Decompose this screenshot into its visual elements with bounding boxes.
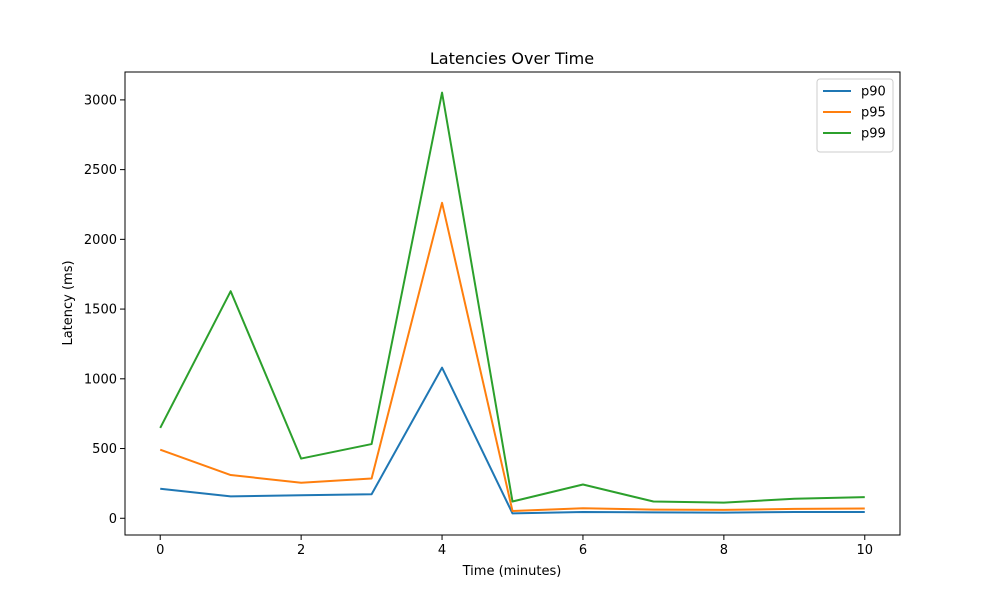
chart-title: Latencies Over Time <box>430 49 594 68</box>
x-axis-label: Time (minutes) <box>462 564 562 579</box>
x-axis-ticks: 0 2 4 6 8 10 <box>156 535 873 558</box>
y-tick-label: 2500 <box>84 163 117 178</box>
y-axis-ticks: 0 500 1000 1500 2000 2500 3000 <box>84 93 125 527</box>
x-tick-label: 6 <box>579 543 587 558</box>
x-tick-label: 0 <box>156 543 164 558</box>
plot-frame <box>124 71 901 536</box>
series-line-p99 <box>159 91 865 504</box>
y-tick-label: 0 <box>109 512 117 527</box>
y-tick-label: 500 <box>92 442 117 457</box>
series-lines <box>159 91 865 515</box>
y-tick-label: 1000 <box>84 372 117 387</box>
x-tick-label: 10 <box>856 543 873 558</box>
y-tick-label: 3000 <box>84 93 117 108</box>
legend-label-p95: p95 <box>861 106 886 121</box>
x-tick-label: 2 <box>297 543 305 558</box>
legend: p90 p95 p99 <box>816 78 894 153</box>
x-tick-label: 4 <box>438 543 446 558</box>
series-line-p95 <box>159 201 865 513</box>
series-line-p90 <box>160 366 865 515</box>
x-tick-label: 8 <box>720 543 728 558</box>
y-tick-label: 1500 <box>84 303 117 318</box>
y-tick-label: 2000 <box>84 233 117 248</box>
y-axis-label: Latency (ms) <box>61 260 76 345</box>
legend-label-p90: p90 <box>861 85 886 100</box>
legend-label-p99: p99 <box>861 127 886 142</box>
